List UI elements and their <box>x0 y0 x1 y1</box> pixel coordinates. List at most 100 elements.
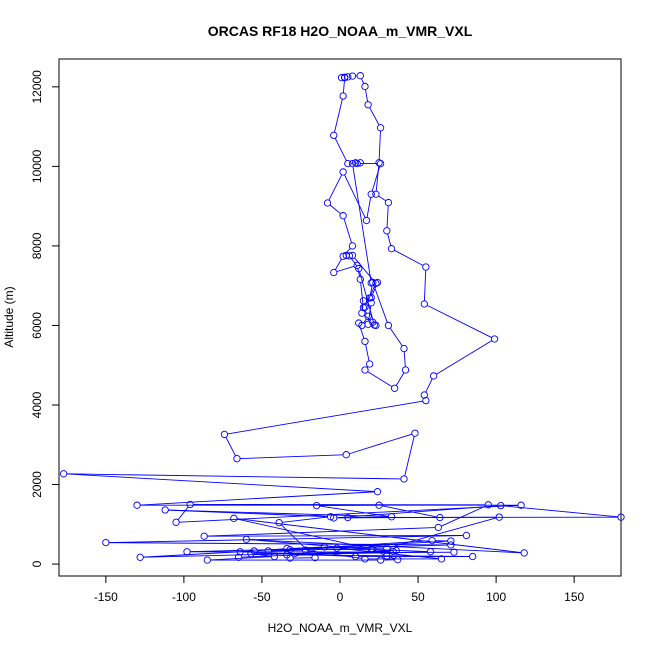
data-point <box>242 535 250 544</box>
data-point <box>356 72 364 80</box>
data-point <box>275 519 283 527</box>
data-point <box>383 227 391 235</box>
data-point <box>387 245 396 253</box>
series-segment <box>404 436 415 476</box>
data-point <box>270 552 279 561</box>
data-point <box>364 312 372 320</box>
data-point <box>411 429 419 437</box>
series-segment <box>329 204 341 215</box>
data-point <box>348 159 357 168</box>
data-point <box>469 552 477 561</box>
data-point <box>490 335 499 343</box>
series-segment <box>395 372 405 386</box>
data-point <box>373 488 382 496</box>
data-point <box>361 303 369 311</box>
data-point <box>437 555 446 563</box>
data-point <box>420 300 428 308</box>
data-point <box>133 501 141 509</box>
series-segment <box>367 371 393 387</box>
data-point <box>333 544 341 552</box>
series-segment <box>365 89 369 102</box>
data-point <box>364 101 372 109</box>
series-segment <box>336 265 355 273</box>
series-segment <box>364 310 367 314</box>
series-segment <box>375 549 428 553</box>
x-tick-label: 150 <box>564 590 584 604</box>
series-segment <box>207 534 464 537</box>
series-segment <box>240 454 344 460</box>
data-point <box>236 548 244 556</box>
y-tick-label: 4000 <box>30 391 44 418</box>
series-segment <box>227 400 423 435</box>
series-segment <box>236 518 369 549</box>
x-axis-label: H2O_NOAA_m_VMR_VXL <box>268 621 413 635</box>
data-point <box>375 159 383 167</box>
series-segment <box>210 556 272 561</box>
data-point <box>372 279 380 287</box>
data-point <box>102 538 110 547</box>
series-segment <box>366 197 372 218</box>
series-segment <box>365 286 375 305</box>
series-segment <box>109 535 464 543</box>
data-point <box>367 299 375 307</box>
series-segment <box>236 518 522 554</box>
series-segment <box>344 174 366 218</box>
series-segment <box>177 506 189 521</box>
data-point <box>330 268 338 277</box>
series-segment <box>386 205 389 228</box>
series-segment <box>290 546 322 549</box>
series-layer <box>60 72 625 564</box>
plot-frame <box>58 58 622 577</box>
series-segment <box>364 314 371 321</box>
series-segment <box>334 258 342 271</box>
x-tick-label: -100 <box>172 590 196 604</box>
data-point <box>372 190 380 198</box>
data-point <box>517 501 525 509</box>
data-point <box>364 320 372 328</box>
series-segment <box>359 271 374 323</box>
data-point <box>376 159 385 168</box>
series-segment <box>369 285 373 295</box>
data-point <box>326 513 335 521</box>
data-point <box>376 124 385 132</box>
data-point <box>348 251 357 260</box>
chart-title: ORCAS RF18 H2O_NOAA_m_VMR_VXL <box>208 23 473 39</box>
series-segment <box>249 539 522 554</box>
data-point <box>356 275 364 283</box>
y-tick-label: 8000 <box>30 232 44 259</box>
series-segment <box>363 318 367 324</box>
series-segment <box>371 166 381 192</box>
data-point <box>383 544 391 552</box>
data-point <box>520 549 528 557</box>
series-segment <box>241 550 394 558</box>
series-segment <box>361 78 365 84</box>
data-point <box>367 190 375 198</box>
data-point <box>361 82 369 91</box>
data-point <box>390 384 399 392</box>
data-point <box>361 366 369 374</box>
data-point <box>361 555 369 563</box>
series-segment <box>350 258 358 267</box>
data-point <box>339 92 347 100</box>
data-point <box>447 541 455 549</box>
data-point <box>351 159 360 167</box>
series-segment <box>389 327 403 347</box>
series-segment <box>168 509 389 518</box>
data-point <box>341 74 349 82</box>
data-point <box>172 518 180 526</box>
series-segment <box>207 527 436 537</box>
data-point <box>384 321 393 330</box>
data-point <box>428 536 436 545</box>
data-point <box>426 548 435 556</box>
series-segment <box>425 378 433 393</box>
data-point <box>389 547 397 555</box>
data-point <box>358 309 366 317</box>
data-point <box>384 198 393 207</box>
data-point <box>356 159 364 167</box>
y-tick-label: 0 <box>30 560 44 567</box>
data-point <box>495 513 503 521</box>
data-point <box>362 216 371 225</box>
data-point <box>400 475 408 483</box>
data-point <box>203 556 211 564</box>
